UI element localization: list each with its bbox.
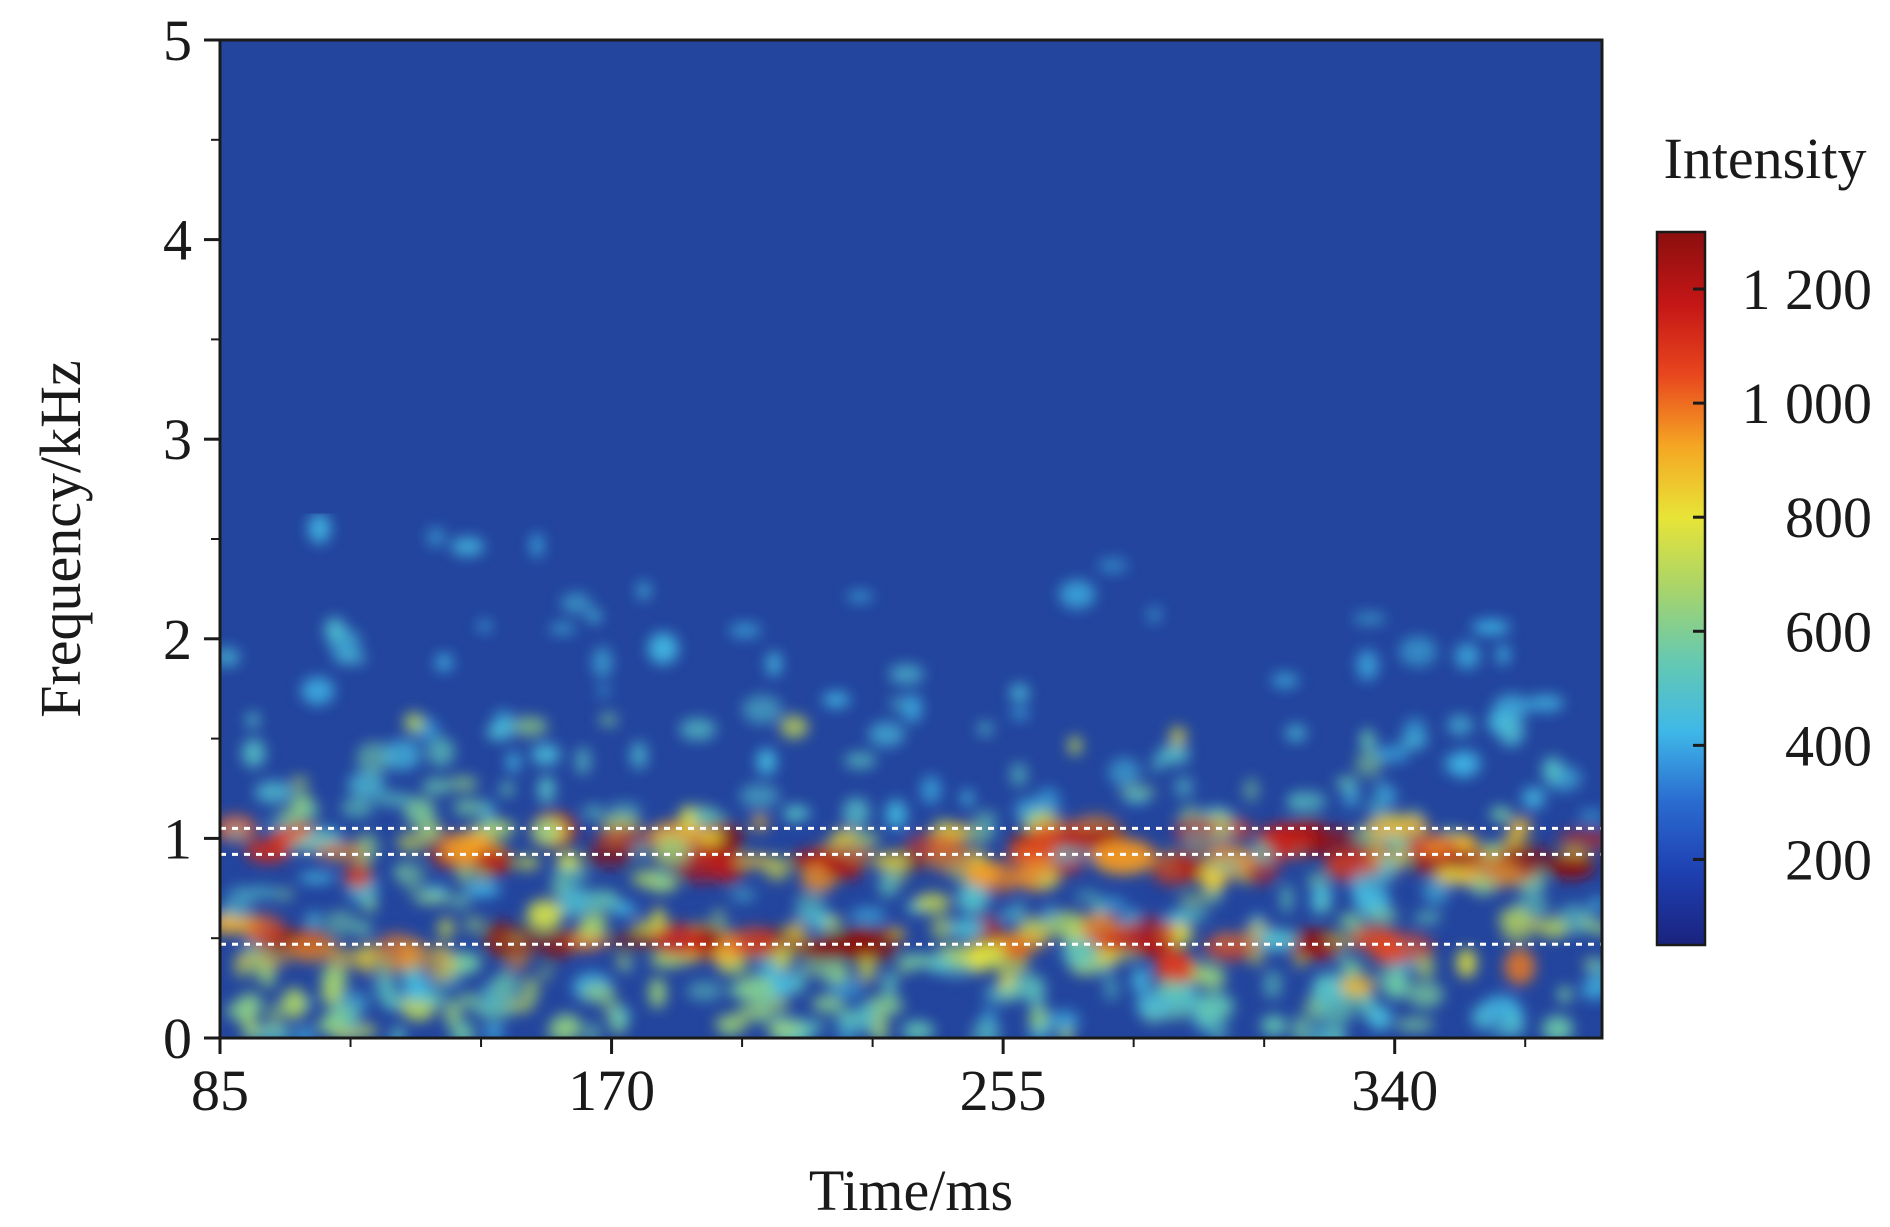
colorbar-title: Intensity bbox=[1664, 126, 1867, 191]
y-axis: 0 1 2 3 4 5 bbox=[163, 8, 220, 1071]
x-axis-label: Time/ms bbox=[809, 1158, 1013, 1223]
colorbar-tick-label: 800 bbox=[1785, 485, 1872, 550]
colorbar-ticks: 200 400 600 800 1 000 1 200 bbox=[1693, 257, 1872, 892]
y-tick-label: 2 bbox=[163, 607, 192, 672]
colorbar-gradient bbox=[1655, 230, 1707, 947]
colorbar-tick-label: 400 bbox=[1785, 713, 1872, 778]
y-tick-label: 4 bbox=[163, 208, 192, 273]
x-tick-label: 255 bbox=[960, 1058, 1047, 1123]
x-axis: 85 170 255 340 bbox=[191, 1038, 1527, 1123]
x-tick-label: 85 bbox=[191, 1058, 249, 1123]
colorbar-tick-label: 1 000 bbox=[1742, 371, 1873, 436]
plot-area bbox=[218, 38, 1604, 1040]
y-tick-label: 5 bbox=[163, 8, 192, 73]
colorbar-tick-label: 1 200 bbox=[1742, 257, 1873, 322]
colorbar-tick-label: 200 bbox=[1785, 827, 1872, 892]
x-tick-label: 170 bbox=[568, 1058, 655, 1123]
y-tick-label: 0 bbox=[163, 1006, 192, 1071]
colorbar-tick-label: 600 bbox=[1785, 599, 1872, 664]
y-axis-label: Frequency/kHz bbox=[28, 360, 93, 718]
y-tick-label: 3 bbox=[163, 407, 192, 472]
colorbar: Intensity 200 400 600 800 1 000 1 200 bbox=[1655, 126, 1872, 947]
y-tick-label: 1 bbox=[163, 806, 192, 871]
heatmap-texture bbox=[220, 513, 1602, 1038]
x-tick-label: 340 bbox=[1351, 1058, 1438, 1123]
reference-lines bbox=[220, 826, 1602, 946]
